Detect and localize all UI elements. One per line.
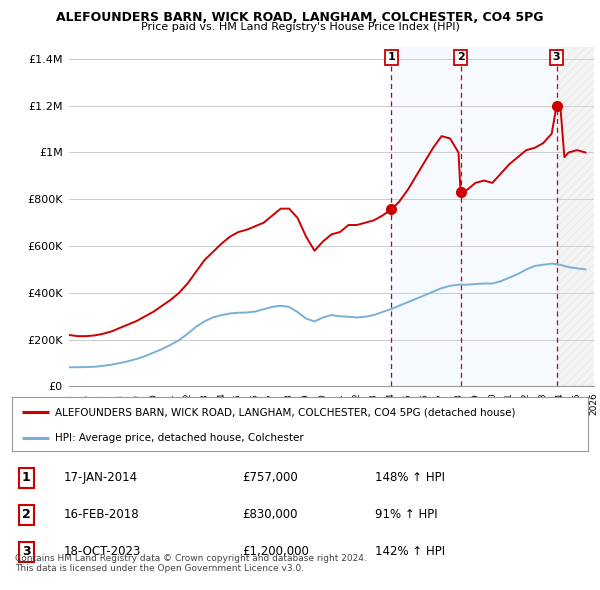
Text: £830,000: £830,000: [242, 508, 298, 522]
Text: 3: 3: [22, 545, 31, 558]
Text: Price paid vs. HM Land Registry's House Price Index (HPI): Price paid vs. HM Land Registry's House …: [140, 22, 460, 32]
Text: £1,200,000: £1,200,000: [242, 545, 309, 558]
Text: 1: 1: [388, 53, 395, 63]
Bar: [391, 47, 461, 386]
Text: 3: 3: [553, 53, 560, 63]
Text: ALEFOUNDERS BARN, WICK ROAD, LANGHAM, COLCHESTER, CO4 5PG (detached house): ALEFOUNDERS BARN, WICK ROAD, LANGHAM, CO…: [55, 407, 516, 417]
Bar: [461, 47, 557, 386]
Text: 16-FEB-2018: 16-FEB-2018: [64, 508, 139, 522]
Text: 148% ↑ HPI: 148% ↑ HPI: [375, 471, 445, 484]
Text: £757,000: £757,000: [242, 471, 298, 484]
Text: 17-JAN-2014: 17-JAN-2014: [64, 471, 138, 484]
Text: 91% ↑ HPI: 91% ↑ HPI: [375, 508, 437, 522]
Text: 18-OCT-2023: 18-OCT-2023: [64, 545, 141, 558]
Text: 2: 2: [22, 508, 31, 522]
Text: Contains HM Land Registry data © Crown copyright and database right 2024.
This d: Contains HM Land Registry data © Crown c…: [15, 554, 367, 573]
Text: 1: 1: [22, 471, 31, 484]
Bar: [557, 47, 594, 386]
Text: 142% ↑ HPI: 142% ↑ HPI: [375, 545, 445, 558]
Text: HPI: Average price, detached house, Colchester: HPI: Average price, detached house, Colc…: [55, 433, 304, 443]
Text: 2: 2: [457, 53, 464, 63]
Text: ALEFOUNDERS BARN, WICK ROAD, LANGHAM, COLCHESTER, CO4 5PG: ALEFOUNDERS BARN, WICK ROAD, LANGHAM, CO…: [56, 11, 544, 24]
